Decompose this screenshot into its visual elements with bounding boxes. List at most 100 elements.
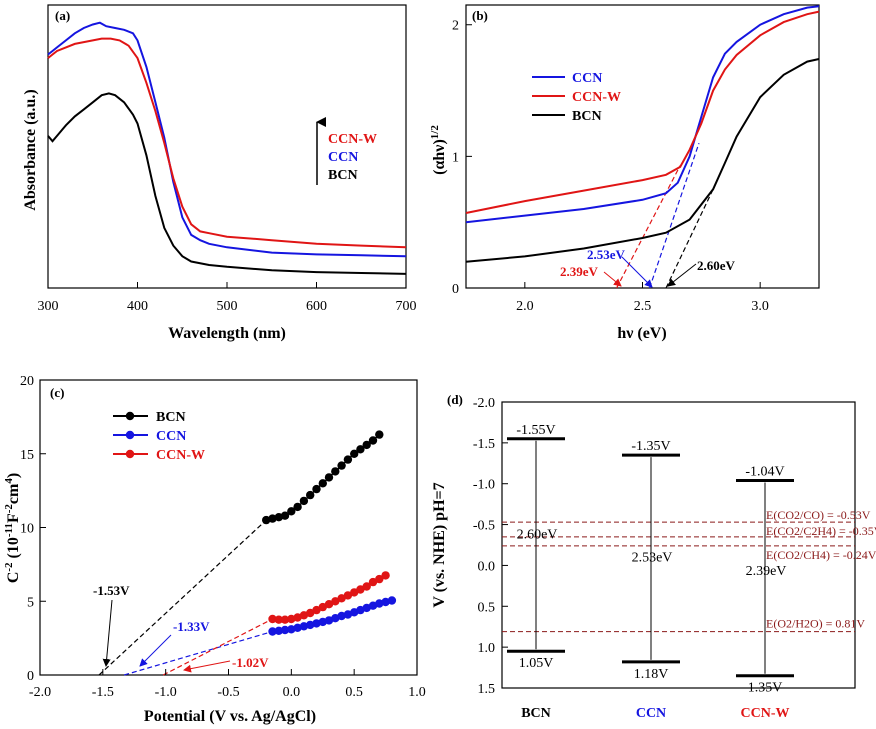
panel-c-annotation-bcn: -1.53V xyxy=(93,583,130,598)
svg-text:C-2 (10-11F-2cm4): C-2 (10-11F-2cm4) xyxy=(3,473,22,583)
data-point-bcn xyxy=(312,484,321,494)
material-name-ccn-w: CCN-W xyxy=(741,706,790,721)
x-tick-label: -0.5 xyxy=(217,685,239,700)
data-point-bcn xyxy=(343,455,353,464)
data-point-bcn xyxy=(324,473,334,482)
data-point-bcn xyxy=(287,507,296,516)
data-point-ccn-w xyxy=(293,613,302,622)
data-point-ccn xyxy=(331,614,340,623)
flatband-line-bcn xyxy=(98,519,267,676)
svg-text:V (vs. NHE) pH=7: V (vs. NHE) pH=7 xyxy=(431,482,448,607)
series-line-bcn xyxy=(47,92,407,275)
panel-a-arrow-label-ccnw: CCN-W xyxy=(328,132,377,147)
panel-b-frame xyxy=(465,4,820,289)
data-point-ccn xyxy=(293,623,302,632)
panel-a-arrow-label-bcn: BCN xyxy=(328,168,358,183)
data-point-bcn xyxy=(368,436,378,445)
legend-label-ccnw: CCN-W xyxy=(156,448,205,463)
data-point-bcn xyxy=(280,511,290,520)
legend-marker-bcn xyxy=(125,411,135,421)
panel-b-annotation-ccn: 2.53eV xyxy=(587,247,626,262)
y-tick-label: -1.0 xyxy=(473,478,495,493)
data-point-ccn-w xyxy=(280,615,290,624)
data-point-ccn-w xyxy=(362,582,371,591)
panel-a-label: (a) xyxy=(55,8,70,23)
panel-a-arrow-label-ccn: CCN xyxy=(328,150,358,165)
panel-b-arrow-bcn xyxy=(667,263,697,287)
panel-a-x-ticks: 300 400 500 600 700 xyxy=(38,282,417,314)
data-point-ccn xyxy=(324,616,334,625)
series-line-ccn-w xyxy=(47,37,407,249)
x-tick-label: 0.0 xyxy=(283,685,301,700)
panel-c-x-ticks: -2.0 -1.5 -1.0 -0.5 0.0 0.5 1.0 xyxy=(29,669,426,700)
legend-label-bcn: BCN xyxy=(572,109,602,124)
vb-label-bcn: 1.05V xyxy=(519,656,554,671)
y-tick-label: 0 xyxy=(452,282,459,297)
gap-label-ccn-w: 2.39eV xyxy=(746,564,787,579)
data-point-bcn xyxy=(262,515,271,525)
series-line-ccn xyxy=(47,21,407,258)
tangent-line-bcn xyxy=(665,189,714,289)
legend-label-ccnw: CCN-W xyxy=(572,90,621,105)
x-tick-label: 3.0 xyxy=(751,299,769,314)
x-tick-label: 400 xyxy=(127,299,148,314)
panel-b-annotation-bcn: 2.60eV xyxy=(697,258,736,273)
x-tick-label: 700 xyxy=(396,299,417,314)
x-tick-label: 1.0 xyxy=(408,685,426,700)
y-tick-label: 1.5 xyxy=(478,682,496,697)
panel-d: (d) -2.0 -1.5 -1.0 -0.5 0.0 0.5 1.0 1.5 E(CO2/C… xyxy=(431,392,876,721)
panel-c-annotation-ccn: -1.33V xyxy=(173,619,210,634)
data-point-ccn xyxy=(387,596,397,605)
svg-text:(αhν)1/2: (αhν)1/2 xyxy=(429,125,448,175)
series-line-ccn-w xyxy=(272,574,386,621)
data-point-ccn xyxy=(375,599,384,608)
y-tick-label: 1 xyxy=(452,150,459,165)
data-point-bcn xyxy=(318,479,327,488)
gap-label-ccn: 2.53eV xyxy=(632,550,673,565)
y-tick-label: 0.0 xyxy=(478,559,496,574)
data-point-bcn xyxy=(306,490,315,500)
data-point-ccn-w xyxy=(356,585,365,594)
panel-a: (a) 300 400 500 600 700 Wavelength (nm) Abso… xyxy=(22,4,417,342)
panel-c: (c) -2.0 -1.5 -1.0 -0.5 0.0 0.5 1.0 0 5 10 15 20 P… xyxy=(3,374,426,725)
legend-label-bcn: BCN xyxy=(156,410,186,425)
legend-marker-ccnw xyxy=(125,449,135,459)
x-tick-label: -2.0 xyxy=(29,685,51,700)
data-point-ccn xyxy=(299,622,309,631)
x-tick-label: 300 xyxy=(38,299,59,314)
x-tick-label: 600 xyxy=(306,299,327,314)
data-point-ccn xyxy=(268,627,277,636)
y-tick-label: 10 xyxy=(20,522,34,537)
panel-c-legend: BCN CCN CCN-W xyxy=(113,410,205,463)
cb-label-ccn-w: -1.04V xyxy=(745,464,784,479)
panel-c-x-axis-label: Potential (V vs. Ag/AgCl) xyxy=(144,708,316,725)
data-point-ccn-w xyxy=(299,611,309,620)
panel-b-y-axis-label: (αhν)1/2 xyxy=(429,125,448,175)
panel-b: (b) 2.0 2.5 3.0 0 1 2 hν (eV) (αhν)1/2 CCN C… xyxy=(429,4,820,342)
data-point-bcn xyxy=(356,445,365,454)
panel-d-frame xyxy=(501,401,856,689)
panel-c-y-ticks: 0 5 10 15 20 xyxy=(20,374,46,684)
data-point-bcn xyxy=(331,467,340,476)
y-tick-label: 1.0 xyxy=(478,641,496,656)
data-point-ccn xyxy=(337,611,346,621)
panel-d-bands: -1.55V 1.05V 2.60eV BCN -1.35V 1.18V 2.53eV CCN… xyxy=(507,423,794,721)
tangent-line-ccn xyxy=(648,143,700,289)
y-tick-label: 2 xyxy=(452,19,459,34)
panel-a-x-axis-label: Wavelength (nm) xyxy=(168,325,286,342)
data-point-ccn-w xyxy=(337,594,346,603)
data-point-ccn xyxy=(343,610,353,619)
data-point-ccn-w xyxy=(306,608,315,618)
data-point-ccn xyxy=(381,597,390,607)
redox-label: E(CO2/C2H4) = -0.35V xyxy=(766,524,876,538)
data-point-ccn-w xyxy=(381,571,390,580)
series-line-ccn-w xyxy=(465,10,820,214)
y-tick-label: -1.5 xyxy=(473,437,495,452)
gap-label-bcn: 2.60eV xyxy=(517,527,558,542)
panel-a-curves xyxy=(47,21,407,275)
material-name-bcn: BCN xyxy=(521,706,551,721)
y-tick-label: -0.5 xyxy=(473,519,495,534)
data-point-ccn-w xyxy=(287,614,296,624)
material-name-ccn: CCN xyxy=(636,706,666,721)
